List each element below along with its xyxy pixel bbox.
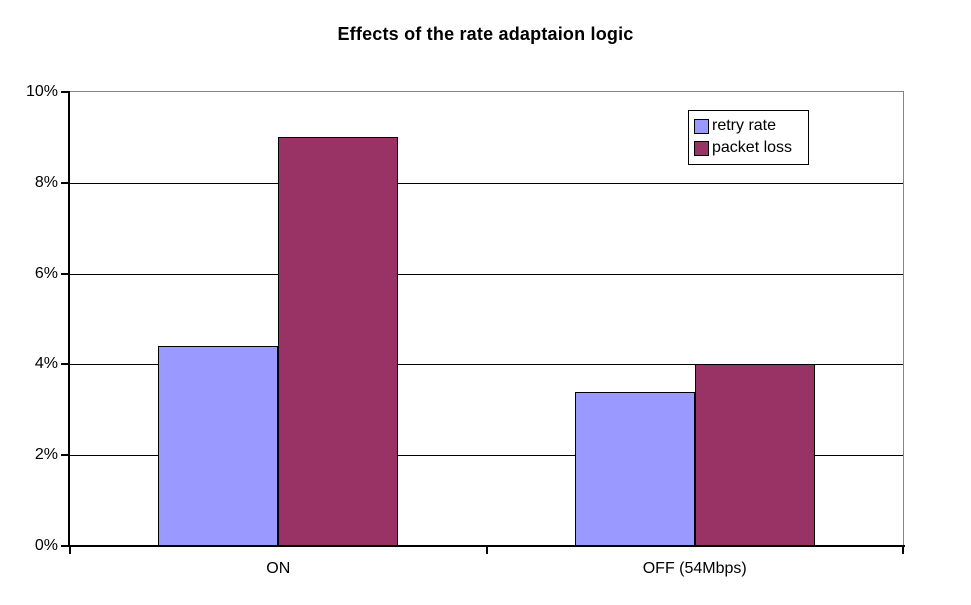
y-tick-label-4: 4% bbox=[34, 355, 58, 373]
y-tick-6 bbox=[61, 272, 69, 275]
x-label-on: ON bbox=[266, 560, 291, 577]
legend-item-packet-loss: packet loss bbox=[694, 137, 803, 159]
x-tick-0 bbox=[69, 547, 71, 554]
y-tick-0 bbox=[61, 545, 69, 547]
plot-border-top bbox=[70, 91, 904, 92]
plot-area bbox=[70, 92, 903, 546]
x-axis-line bbox=[68, 545, 905, 547]
y-tick-4 bbox=[61, 363, 69, 366]
x-axis-labels: ON OFF (54Mbps) bbox=[70, 560, 903, 578]
y-tick-label-0: 0% bbox=[34, 537, 58, 554]
gridline-2 bbox=[70, 455, 903, 457]
x-tick-1 bbox=[486, 547, 488, 554]
legend-label-retry-rate: retry rate bbox=[712, 117, 777, 134]
y-tick-label-2: 2% bbox=[34, 446, 58, 464]
legend: retry rate packet loss bbox=[688, 110, 809, 165]
chart-title: Effects of the rate adaptaion logic bbox=[337, 24, 634, 44]
plot-border-right bbox=[903, 92, 904, 546]
bar-packet-loss-OFF-54Mbps- bbox=[694, 364, 815, 546]
y-tick-10 bbox=[61, 91, 69, 93]
bar-retry-rate-OFF-54Mbps- bbox=[574, 392, 695, 546]
legend-swatch-retry-rate bbox=[694, 118, 709, 134]
legend-item-retry-rate: retry rate bbox=[694, 115, 803, 137]
y-tick-label-6: 6% bbox=[34, 264, 58, 282]
gridline-6 bbox=[70, 273, 903, 275]
legend-label-packet-loss: packet loss bbox=[712, 139, 793, 156]
x-label-off: OFF (54Mbps) bbox=[642, 560, 747, 577]
bar-retry-rate-ON bbox=[158, 346, 279, 546]
gridline-4 bbox=[70, 364, 903, 366]
x-tick-2 bbox=[902, 547, 904, 554]
bar-packet-loss-ON bbox=[278, 137, 399, 546]
gridline-8 bbox=[70, 182, 903, 184]
y-tick-label-8: 8% bbox=[34, 173, 58, 191]
y-axis-line bbox=[68, 91, 70, 547]
y-tick-2 bbox=[61, 454, 69, 457]
legend-swatch-packet-loss bbox=[694, 140, 709, 156]
y-tick-label-10: 10% bbox=[25, 83, 58, 100]
y-tick-8 bbox=[61, 181, 69, 184]
